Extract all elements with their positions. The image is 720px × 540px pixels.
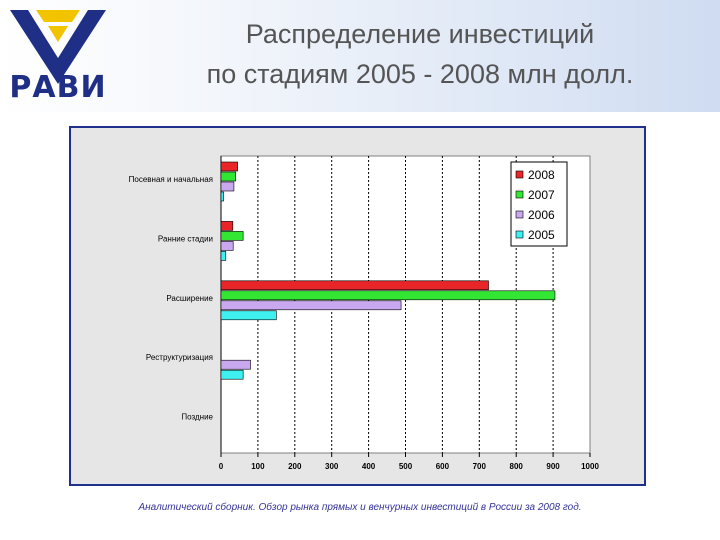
title-line-1: Распределение инвестиций	[245, 19, 595, 49]
legend-label-2007: 2007	[528, 188, 555, 202]
x-tick-label: 600	[436, 462, 450, 471]
header-band	[0, 0, 720, 112]
legend-label-2008: 2008	[528, 168, 555, 182]
bar-2007	[220, 290, 556, 301]
x-tick-label: 900	[546, 462, 560, 471]
chart-frame: 0 100 200 300 400 500 600 700 800 900 1000 Посевная…	[69, 126, 646, 486]
bar-chart: 0 100 200 300 400 500 600 700 800 900 1000 Посевная…	[129, 155, 599, 471]
bar-2006	[220, 300, 402, 311]
x-tick-label: 300	[325, 462, 339, 471]
bar-2005	[220, 310, 277, 321]
bar-2007	[220, 231, 244, 241]
x-tick-label: 500	[399, 462, 413, 471]
x-tick-label: 1000	[581, 462, 599, 471]
x-tick-label: 0	[219, 462, 224, 471]
legend-swatch-2006	[515, 210, 524, 219]
legend-swatch-2007	[515, 190, 524, 199]
x-tick-label: 800	[510, 462, 524, 471]
bar-2005	[220, 369, 244, 380]
category-label: Посевная и начальная	[129, 175, 213, 184]
category-label: Ранние стадии	[158, 234, 213, 243]
bar-2007	[220, 171, 237, 182]
legend-swatch-2005	[515, 230, 524, 239]
source-note: Аналитический сборник. Обзор рынка прямы…	[138, 502, 582, 513]
bar-2006	[220, 181, 235, 192]
ravi-logo-icon	[10, 10, 106, 84]
bar-2008	[220, 221, 234, 231]
bar-2008	[220, 161, 238, 172]
category-label: Поздние	[181, 413, 213, 422]
x-tick-label: 400	[362, 462, 376, 471]
bar-2005	[220, 191, 224, 202]
category-label: Реструктуризация	[146, 353, 213, 362]
x-tick-label: 100	[251, 462, 265, 471]
title-line-2: по стадиям 2005 - 2008 млн долл.	[206, 59, 634, 89]
legend-label-2005: 2005	[528, 228, 555, 242]
bar-2005	[220, 251, 227, 261]
bar-2008	[220, 280, 489, 291]
x-tick-label: 200	[288, 462, 302, 471]
bar-2006	[220, 241, 234, 251]
legend-label-2006: 2006	[528, 208, 555, 222]
category-label: Расширение	[166, 294, 213, 303]
bar-2006	[220, 359, 251, 370]
logo-text: РАВИ	[9, 70, 107, 105]
legend-swatch-2008	[515, 170, 524, 179]
page-title: Распределение инвестиций по стадиям 2005…	[130, 14, 710, 94]
x-tick-label: 700	[473, 462, 487, 471]
